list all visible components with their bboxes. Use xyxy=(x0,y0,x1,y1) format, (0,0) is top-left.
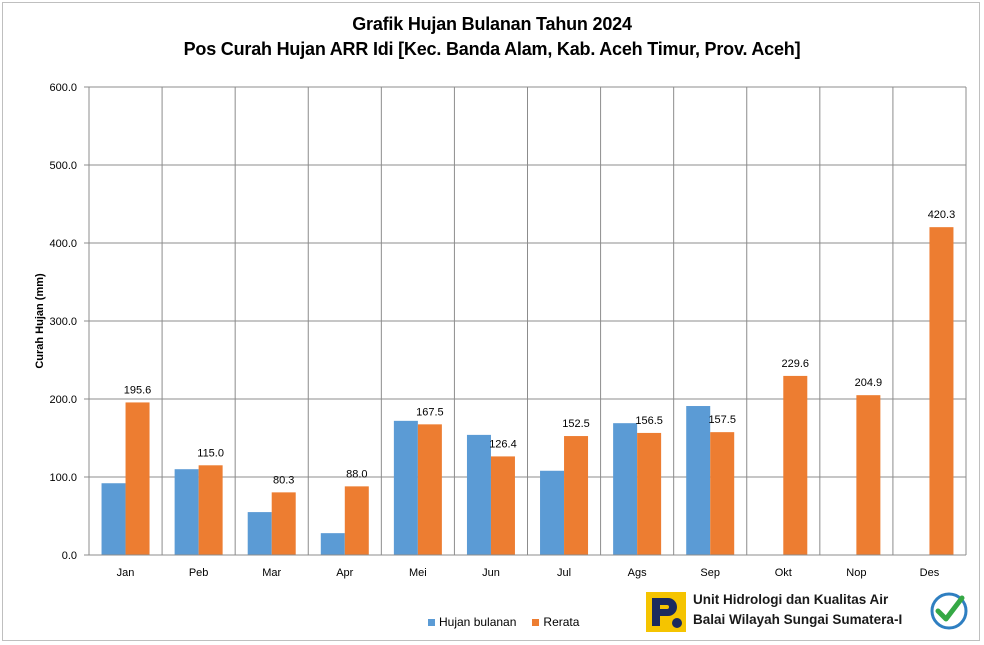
brand-unit-name: Unit Hidrologi dan Kualitas Air xyxy=(693,592,889,607)
x-tick-label: Ags xyxy=(628,567,647,579)
data-label-rerata: 115.0 xyxy=(197,447,224,459)
iso-certified-badge-icon xyxy=(930,592,968,630)
bar-rerata xyxy=(564,436,589,555)
data-label-rerata: 88.0 xyxy=(346,468,367,480)
bar-hujan-bulanan xyxy=(686,406,711,555)
legend-item-rerata: Rerata xyxy=(532,615,579,629)
brand-agency-name: Balai Wilayah Sungai Sumatera-I xyxy=(693,612,903,627)
bar-rerata xyxy=(637,432,662,555)
bar-rerata xyxy=(856,395,881,555)
data-label-rerata: 152.5 xyxy=(562,418,590,430)
y-axis-label: Curah Hujan (mm) xyxy=(34,273,46,369)
data-label-rerata: 156.5 xyxy=(635,415,663,427)
y-tick-label: 600.0 xyxy=(49,82,77,94)
bar-hujan-bulanan xyxy=(540,470,565,555)
bar-hujan-bulanan xyxy=(613,423,638,555)
data-label-rerata: 126.4 xyxy=(489,438,517,450)
x-tick-label: Apr xyxy=(336,567,353,579)
x-tick-label: Mei xyxy=(409,567,427,579)
data-label-rerata: 229.6 xyxy=(782,358,810,370)
x-tick-label: Okt xyxy=(775,567,792,579)
data-label-rerata: 420.3 xyxy=(928,209,956,221)
y-tick-label: 0.0 xyxy=(62,550,77,562)
x-tick-label: Mar xyxy=(262,567,281,579)
legend-swatch xyxy=(532,618,540,626)
bars xyxy=(101,227,954,555)
data-label-rerata: 204.9 xyxy=(855,377,883,389)
bar-rerata xyxy=(490,456,515,555)
x-tick-label: Jul xyxy=(557,567,571,579)
bar-rerata xyxy=(125,402,150,555)
x-tick-label: Nop xyxy=(846,567,866,579)
x-tick-label: Jun xyxy=(482,567,500,579)
chart-subtitle: Pos Curah Hujan ARR Idi [Kec. Banda Alam… xyxy=(183,39,801,59)
data-label-rerata: 167.5 xyxy=(416,406,444,418)
bar-hujan-bulanan xyxy=(466,434,491,555)
bar-rerata xyxy=(271,492,296,555)
data-label-rerata: 157.5 xyxy=(708,414,736,426)
pu-logo-icon xyxy=(646,592,686,632)
bar-rerata xyxy=(198,465,223,555)
bar-hujan-bulanan xyxy=(101,483,126,555)
x-tick-label: Peb xyxy=(189,567,209,579)
y-tick-label: 200.0 xyxy=(49,394,77,406)
bar-rerata xyxy=(783,375,808,555)
axes: 0.0 100.0 200.0 300.0 400.0 500.0 600.0 Jan Peb M… xyxy=(49,82,966,579)
legend-swatch xyxy=(428,618,435,626)
bar-rerata xyxy=(344,486,369,555)
legend-label: Rerata xyxy=(543,615,580,629)
y-tick-label: 400.0 xyxy=(49,238,77,250)
bar-hujan-bulanan xyxy=(247,512,272,555)
bar-hujan-bulanan xyxy=(174,469,199,555)
legend: Hujan bulanan Rerata xyxy=(428,615,595,629)
data-labels: 195.6 115.0 80.3 88.0 167.5 126.4 152.5 156.5 15… xyxy=(124,209,955,486)
bar-rerata xyxy=(710,432,735,555)
bar-hujan-bulanan xyxy=(320,533,345,555)
legend-label: Hujan bulanan xyxy=(439,615,517,629)
bar-rerata xyxy=(929,227,954,555)
data-label-rerata: 80.3 xyxy=(273,474,294,486)
x-tick-label: Jan xyxy=(117,567,135,579)
bar-hujan-bulanan xyxy=(393,420,418,555)
x-tick-label: Sep xyxy=(700,567,720,579)
y-tick-label: 500.0 xyxy=(49,160,77,172)
x-tick-label: Des xyxy=(920,567,940,579)
brand-block: Unit Hidrologi dan Kualitas Air Balai Wi… xyxy=(644,590,974,634)
data-label-rerata: 195.6 xyxy=(124,384,152,396)
bar-rerata xyxy=(417,424,442,555)
y-tick-label: 300.0 xyxy=(49,316,77,328)
y-tick-label: 100.0 xyxy=(49,472,77,484)
legend-item-hujan-bulanan: Hujan bulanan xyxy=(428,615,516,629)
chart-title: Grafik Hujan Bulanan Tahun 2024 xyxy=(352,14,632,34)
